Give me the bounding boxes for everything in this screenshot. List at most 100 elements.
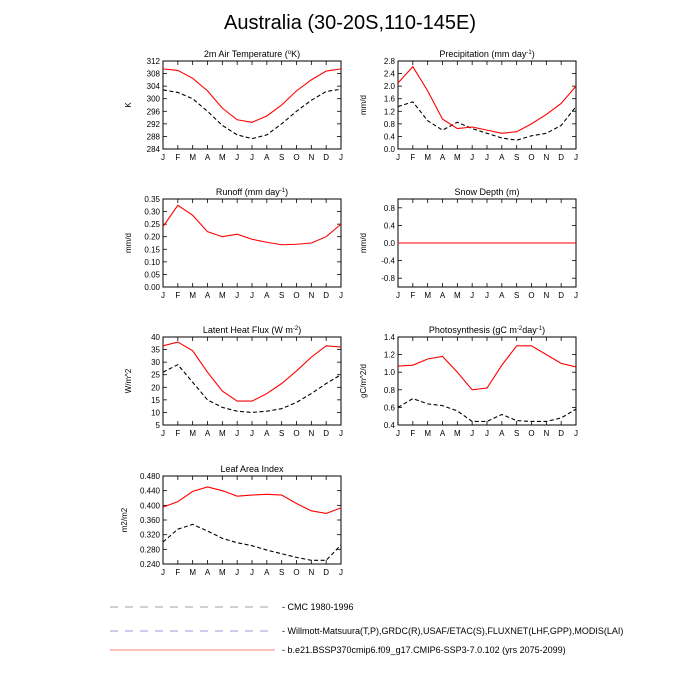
x-tick-label: F	[175, 153, 180, 162]
y-tick-label: 0.0	[384, 145, 396, 154]
x-tick-label: J	[161, 429, 165, 438]
x-tick-label: A	[499, 291, 505, 300]
y-axis-label: m2/m2	[120, 507, 129, 532]
y-tick-label: 2.8	[384, 57, 396, 66]
panel-title-end: )	[285, 187, 288, 197]
x-tick-label: J	[250, 429, 254, 438]
x-tick-label: S	[514, 291, 519, 300]
x-tick-label: J	[339, 153, 343, 162]
x-tick-label: A	[205, 429, 211, 438]
x-tick-label: D	[323, 568, 329, 577]
x-tick-label: A	[440, 291, 446, 300]
x-tick-label: M	[424, 291, 431, 300]
panel-title-sup: -2	[517, 326, 523, 332]
x-tick-label: S	[279, 153, 284, 162]
y-tick-label: 30	[151, 358, 160, 367]
y-axis-label: K	[124, 102, 133, 108]
model-series-line	[162, 204, 342, 246]
panel-title-end: )	[542, 325, 545, 335]
panel-title-text: Snow Depth (m)	[454, 187, 519, 197]
x-tick-label: N	[308, 568, 314, 577]
chart-panel-3: Runoff (mm day-1)J F M A M J J A S O N D J0.000.050.…	[124, 187, 343, 300]
y-tick-label: 1.4	[384, 333, 396, 342]
x-tick-label: F	[410, 429, 415, 438]
y-axis-label: mm/d	[124, 233, 133, 253]
y-tick-label: 0.0	[384, 239, 396, 248]
plot-frame	[162, 198, 342, 288]
x-tick-label: J	[574, 291, 578, 300]
y-tick-label: 300	[147, 95, 161, 104]
panel-title-end: )	[532, 49, 535, 59]
plot-frame	[162, 60, 342, 150]
x-tick-label: O	[528, 291, 534, 300]
plot-frame	[162, 336, 342, 426]
page-title: Australia (30-20S,110-145E)	[224, 12, 476, 34]
y-tick-label: -0.8	[381, 274, 395, 283]
y-tick-label: 0.320	[140, 531, 161, 540]
obs-series-line	[397, 397, 577, 423]
model-series-line	[162, 486, 342, 514]
model-series-line	[162, 341, 342, 402]
panel-title-text: Leaf Area Index	[220, 464, 284, 474]
y-tick-label: 0.440	[140, 487, 161, 496]
x-tick-label: J	[396, 153, 400, 162]
x-tick-label: J	[485, 429, 489, 438]
y-tick-label: 1.0	[384, 368, 396, 377]
x-tick-label: M	[189, 429, 196, 438]
x-tick-label: A	[499, 429, 505, 438]
x-tick-label: O	[293, 568, 299, 577]
model-series-line	[162, 68, 342, 123]
x-tick-label: N	[308, 153, 314, 162]
y-tick-label: 15	[151, 396, 160, 405]
x-tick-label: M	[189, 291, 196, 300]
obs-series-line	[162, 363, 342, 413]
panel-title-end: day	[522, 325, 537, 335]
legend: - CMC 1980-1996 - Willmott-Matsuura(T,P),…	[110, 602, 623, 655]
x-tick-label: J	[574, 153, 578, 162]
chart-panel-2: Precipitation (mm day-1)J F M A M J J A S O N D J0.0…	[359, 49, 578, 162]
y-tick-label: 0.00	[144, 283, 160, 292]
plot-frame	[162, 475, 342, 565]
y-tick-label: 0.8	[384, 386, 396, 395]
x-tick-label: O	[528, 429, 534, 438]
x-tick-label: D	[558, 291, 564, 300]
x-tick-label: A	[205, 568, 211, 577]
panel-title-text: Runoff (mm day	[216, 187, 280, 197]
x-tick-label: M	[454, 291, 461, 300]
chart-panel-5: Latent Heat Flux (W m-2)J F M A M J J A S O N D J510…	[124, 325, 343, 438]
x-tick-label: A	[264, 153, 270, 162]
x-tick-label: J	[470, 429, 474, 438]
x-tick-label: A	[264, 291, 270, 300]
y-tick-label: 0.15	[144, 245, 160, 254]
chart-panel-4: Snow Depth (m)J F M A M J J A S O N D J-0.8-0.40.00.…	[359, 187, 578, 300]
obs-series-line	[162, 88, 342, 140]
legend-label: - Willmott-Matsuura(T,P),GRDC(R),USAF/ET…	[282, 626, 623, 636]
x-tick-label: J	[250, 291, 254, 300]
y-tick-label: 2.4	[384, 70, 396, 79]
x-tick-label: F	[410, 153, 415, 162]
x-tick-label: D	[323, 429, 329, 438]
y-tick-label: 0.35	[144, 195, 160, 204]
x-tick-label: S	[279, 429, 284, 438]
model-series-line	[397, 65, 577, 134]
x-tick-label: A	[499, 153, 505, 162]
obs-series-line	[397, 101, 577, 141]
y-tick-label: 296	[147, 107, 161, 116]
y-tick-label: 10	[151, 408, 160, 417]
y-axis-label: gC/m^2/d	[359, 364, 368, 398]
x-tick-label: D	[323, 153, 329, 162]
plot-frame	[397, 336, 577, 426]
x-tick-label: A	[205, 291, 211, 300]
y-tick-label: 0.6	[384, 403, 396, 412]
x-tick-label: O	[293, 429, 299, 438]
x-tick-label: N	[543, 153, 549, 162]
x-tick-label: J	[470, 291, 474, 300]
x-tick-label: J	[250, 568, 254, 577]
x-tick-label: A	[205, 153, 211, 162]
y-tick-label: 5	[156, 421, 161, 430]
x-tick-label: F	[410, 291, 415, 300]
obs-series-line	[162, 523, 342, 561]
